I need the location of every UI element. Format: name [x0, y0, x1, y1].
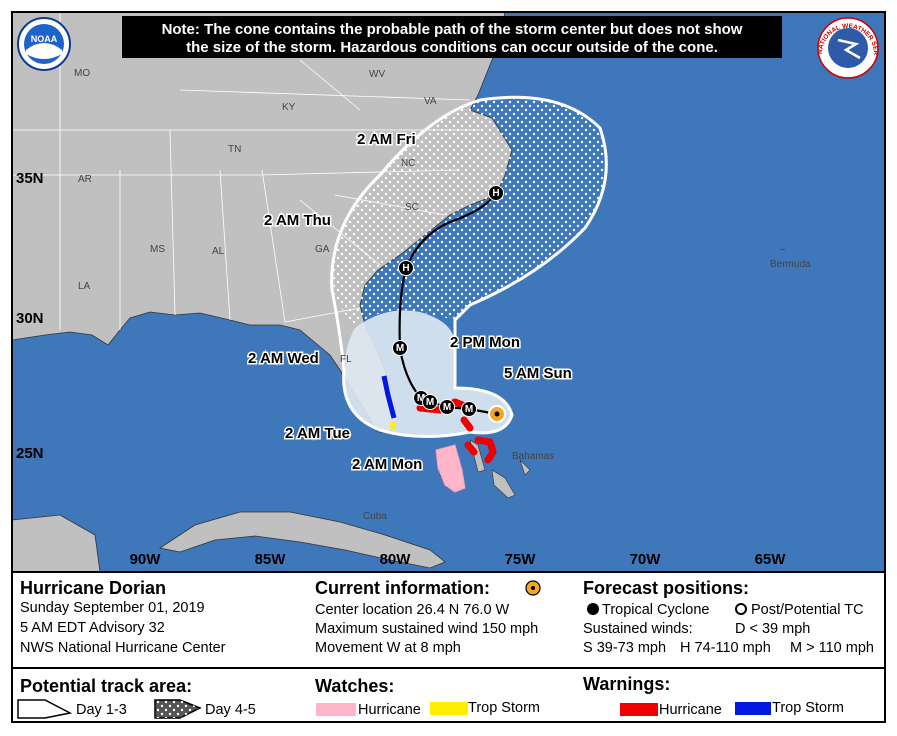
latitude-label: 35N: [16, 170, 44, 187]
storm-source: NWS National Hurricane Center: [20, 640, 226, 656]
watch-hurricane-icon: [316, 703, 356, 716]
note-box: [122, 16, 782, 58]
state-label: AL: [212, 246, 225, 257]
track-marker-letter: M: [465, 404, 473, 415]
watch-storm-icon: [430, 702, 468, 715]
warning-storm-icon: [735, 702, 771, 715]
current-position-center: [494, 411, 500, 417]
track-marker-letter: M: [443, 402, 451, 413]
state-label: LA: [78, 281, 91, 292]
track-marker: [439, 399, 455, 415]
day13-icon: [17, 699, 73, 719]
track-marker-letter: H: [492, 188, 499, 199]
track-label: 5 AM Sun: [504, 365, 572, 382]
warnings-title: Warnings:: [583, 674, 670, 694]
legend: Hurricane Dorian Sunday September 01, 20…: [17, 578, 874, 719]
warning-hurricane-label: Hurricane: [659, 702, 722, 718]
state-label: FL: [340, 354, 352, 365]
note-line: Note: The cone contains the probable pat…: [162, 21, 743, 38]
forecast-tropical: Tropical Cyclone: [602, 602, 709, 618]
noaa-logo: NOAA: [17, 17, 71, 71]
longitude-label: 85W: [255, 551, 287, 568]
track-label: 2 PM Mon: [450, 334, 520, 351]
mexico-land: [12, 514, 101, 572]
forecast-m: M > 110 mph: [790, 640, 874, 656]
track-day45: Day 4-5: [205, 702, 256, 718]
track-marker: [488, 185, 504, 201]
warning-storm-label: Trop Storm: [772, 700, 844, 716]
track-day13: Day 1-3: [76, 702, 127, 718]
forecast-h: H 74-110 mph: [680, 640, 771, 656]
longitude-label: 80W: [380, 551, 412, 568]
state-label: VA: [424, 96, 437, 107]
track-area-title: Potential track area:: [20, 676, 192, 696]
watch-hurricane: [435, 444, 466, 493]
longitude-label: 90W: [130, 551, 162, 568]
track-label: 2 AM Thu: [264, 212, 331, 229]
state-label: KY: [282, 102, 296, 113]
state-label: TN: [228, 144, 241, 155]
state-label: NC: [401, 158, 415, 169]
current-title: Current information:: [315, 578, 490, 598]
current-location: Center location 26.4 N 76.0 W: [315, 602, 510, 618]
track-label: 2 AM Wed: [248, 350, 319, 367]
latitude-label: 30N: [16, 310, 44, 327]
current-icon-center: [531, 586, 535, 590]
watch-storm-label: Trop Storm: [468, 700, 540, 716]
current-wind: Maximum sustained wind 150 mph: [315, 621, 538, 637]
track-marker: [392, 340, 408, 356]
cone-outline: [330, 95, 608, 438]
track-marker-letter: H: [402, 263, 409, 274]
storm-date: Sunday September 01, 2019: [20, 600, 205, 616]
track-marker-letter: M: [396, 343, 404, 354]
forecast-winds: Sustained winds:: [583, 621, 693, 637]
place-label: Bahamas: [512, 451, 554, 462]
state-label: WV: [369, 69, 385, 80]
watch-hurricane-label: Hurricane: [358, 702, 421, 718]
post-icon: [735, 603, 747, 615]
track-marker: [398, 260, 414, 276]
forecast-post: Post/Potential TC: [751, 602, 864, 618]
note-line: the size of the storm. Hazardous conditi…: [186, 39, 718, 56]
forecast-d: D < 39 mph: [735, 621, 810, 637]
longitude-label: 70W: [630, 551, 662, 568]
longitude-label: 65W: [755, 551, 787, 568]
cuba-land: [158, 511, 446, 569]
day45-dots: [155, 700, 200, 718]
frame: [11, 11, 886, 723]
state-label: AR: [78, 174, 92, 185]
track-marker: [422, 394, 438, 410]
current-movement: Movement W at 8 mph: [315, 640, 461, 656]
forecast-s: S 39-73 mph: [583, 640, 666, 656]
bermuda-symbol: ~: [780, 245, 786, 256]
tropical-icon: [587, 603, 599, 615]
state-label: MS: [150, 244, 165, 255]
track-label: 2 AM Fri: [357, 131, 416, 148]
longitude-label: 75W: [505, 551, 537, 568]
track-marker: [461, 401, 477, 417]
track-label: 2 AM Mon: [352, 456, 422, 473]
noaa-text: NOAA: [31, 34, 58, 44]
warning-hurricane-icon: [620, 703, 658, 716]
state-label: MO: [74, 68, 90, 79]
forecast-title: Forecast positions:: [583, 578, 749, 598]
state-label: GA: [315, 244, 330, 255]
place-label: Bermuda: [770, 259, 811, 270]
track-marker-letter: M: [426, 397, 434, 408]
place-label: Cuba: [363, 511, 387, 522]
warning-trop-storm: [381, 375, 397, 419]
latitude-label: 25N: [16, 445, 44, 462]
track-marker-letter: M: [417, 393, 425, 404]
storm-name: Hurricane Dorian: [20, 578, 166, 598]
track-label: 2 AM Tue: [285, 425, 350, 442]
map: ~: [12, 12, 885, 572]
storm-advisory: 5 AM EDT Advisory 32: [20, 620, 165, 636]
map-labels: MO WV VA KY TN NC AR SC MS AL GA LA FL Bermuda Bahamas…: [16, 68, 811, 568]
state-label: SC: [405, 202, 419, 213]
watches-title: Watches:: [315, 676, 394, 696]
